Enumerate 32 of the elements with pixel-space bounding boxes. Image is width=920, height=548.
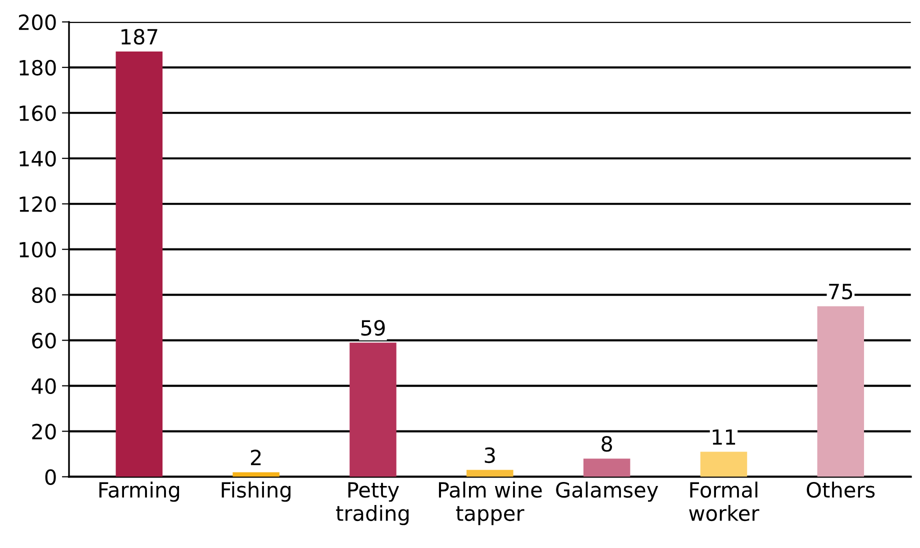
- data-label: 3: [484, 447, 495, 464]
- y-tick-label: 120: [20, 196, 56, 212]
- data-label: 75: [829, 284, 852, 300]
- y-tick-label: 80: [32, 287, 56, 304]
- y-tick-label: 200: [18, 14, 56, 30]
- bar: [466, 470, 514, 477]
- y-tick-label: 160: [20, 105, 56, 122]
- x-tick-label: Fishing: [222, 482, 290, 502]
- bar: [350, 342, 396, 477]
- bar: [817, 306, 864, 477]
- bar: [700, 452, 748, 477]
- x-tick-label: Formal worker: [689, 482, 760, 522]
- bar: [232, 472, 280, 477]
- y-tick-label: 180: [20, 60, 56, 76]
- x-tick-label: Farming: [99, 482, 180, 502]
- x-tick-label: Galamsey: [556, 482, 658, 502]
- y-tick-label: 60: [32, 332, 56, 349]
- data-label: 2: [250, 450, 261, 466]
- y-tick-label: 40: [32, 378, 56, 394]
- bar: [583, 458, 630, 477]
- y-tick-label: 20: [32, 424, 56, 440]
- data-label: 59: [361, 320, 385, 336]
- data-label: 8: [602, 436, 612, 452]
- bar: [116, 51, 163, 477]
- data-label: 11: [712, 429, 736, 445]
- y-tick-label: 100: [20, 242, 56, 258]
- x-tick-label: Petty trading: [336, 482, 409, 526]
- x-tick-label: Others: [806, 482, 875, 498]
- y-tick-label: 140: [20, 150, 56, 167]
- x-tick-label: Palm wine tapper: [438, 482, 542, 526]
- y-tick-label: 0: [45, 469, 56, 485]
- data-label: 187: [122, 28, 158, 45]
